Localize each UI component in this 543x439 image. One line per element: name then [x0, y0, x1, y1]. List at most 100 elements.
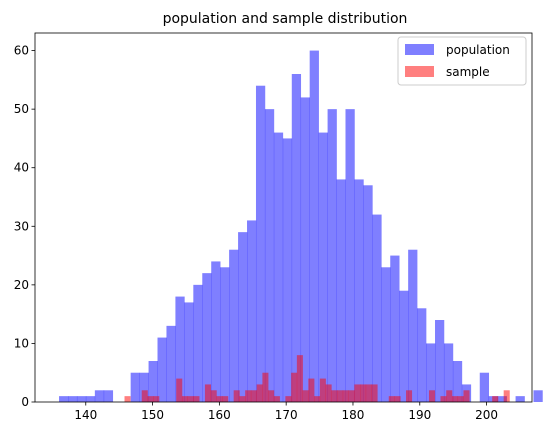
sample-bar: [388, 396, 395, 402]
population-bar: [282, 138, 293, 402]
population-bar: [417, 308, 427, 402]
population-bar: [372, 214, 382, 402]
population-bar: [220, 267, 230, 402]
population-bar: [85, 396, 96, 402]
population-bar: [94, 390, 105, 402]
sample-bar: [124, 396, 131, 402]
y-tick-label: 20: [14, 278, 29, 292]
population-bar: [247, 220, 257, 402]
population-bar: [229, 249, 239, 402]
sample-bar: [250, 390, 257, 402]
sample-bar: [233, 390, 240, 402]
sample-bar: [463, 390, 470, 402]
y-tick-label: 10: [14, 336, 29, 350]
sample-bar: [342, 390, 349, 402]
sample-bar: [245, 390, 252, 402]
sample-bar: [446, 390, 453, 402]
sample-bar: [492, 396, 499, 402]
sample-bar: [296, 355, 303, 402]
bars-layer: [59, 50, 543, 403]
sample-bar: [348, 390, 355, 402]
population-bar: [211, 261, 221, 402]
sample-bar: [204, 384, 211, 402]
sample-bar: [176, 378, 183, 402]
x-tick-label: 200: [475, 408, 498, 422]
sample-bar: [451, 396, 459, 402]
population-legend-label: population: [446, 43, 510, 57]
sample-bar: [268, 390, 275, 402]
population-bar: [363, 185, 373, 402]
population-bar: [193, 284, 203, 402]
population-bar: [139, 372, 149, 402]
population-bar: [452, 361, 463, 402]
population-bar: [479, 372, 490, 402]
sample-bar: [302, 390, 309, 402]
population-bar: [291, 74, 302, 402]
sample-bar: [181, 396, 189, 402]
sample-bar: [308, 378, 315, 402]
population-series: [59, 50, 543, 403]
sample-bar: [331, 390, 338, 402]
population-bar: [264, 109, 275, 403]
sample-bar: [314, 396, 321, 402]
sample-bar: [222, 396, 229, 402]
x-tick-label: 150: [141, 408, 164, 422]
sample-bar: [457, 396, 464, 402]
sample-bar: [141, 390, 148, 402]
population-bar: [399, 290, 409, 402]
sample-bar: [256, 384, 263, 402]
sample-legend-label: sample: [446, 65, 490, 79]
population-bar: [67, 396, 78, 402]
legend: population sample: [397, 36, 527, 86]
population-bar: [381, 267, 391, 402]
sample-bar: [193, 396, 200, 402]
sample-bar: [291, 372, 298, 402]
sample-bar: [428, 390, 436, 402]
population-bar: [157, 337, 167, 402]
population-bar: [255, 85, 266, 402]
population-bar: [408, 249, 418, 402]
population-bar: [76, 396, 87, 402]
sample-bar: [406, 390, 413, 402]
population-bar: [300, 97, 310, 402]
sample-bar: [239, 396, 246, 402]
sample-bar: [147, 396, 154, 402]
population-bar: [175, 296, 185, 402]
population-bar: [515, 396, 525, 402]
axes-layer: 140 150 160 170 180 190 200 0 10 20 30 40 50 60: [14, 32, 533, 422]
sample-bar: [337, 390, 344, 402]
population-legend-swatch: [405, 44, 434, 55]
population-bar: [184, 302, 194, 402]
population-bar: [533, 390, 543, 402]
sample-bar: [360, 384, 367, 402]
y-tick-label: 0: [21, 395, 29, 409]
y-tick-label: 40: [14, 161, 29, 175]
population-bar: [103, 390, 114, 402]
sample-bar: [503, 390, 510, 402]
population-bar: [345, 109, 355, 403]
population-bar: [130, 372, 140, 402]
sample-bar: [365, 384, 372, 402]
x-tick-label: 190: [408, 408, 431, 422]
sample-bar: [210, 390, 217, 402]
population-bar: [273, 132, 284, 403]
population-bar: [390, 255, 400, 402]
chart-title: population and sample distribution: [163, 11, 408, 27]
population-bar: [435, 320, 445, 402]
population-bar: [59, 396, 69, 402]
sample-bar: [325, 384, 332, 402]
sample-legend-swatch: [405, 66, 434, 77]
x-tick-label: 170: [275, 408, 298, 422]
sample-bar: [354, 384, 361, 402]
sample-bar: [319, 378, 326, 402]
population-bar: [202, 273, 212, 402]
population-bar: [327, 109, 337, 403]
sample-series: [124, 355, 510, 402]
x-tick-label: 160: [208, 408, 231, 422]
population-bar: [148, 361, 158, 402]
population-bar: [309, 50, 319, 402]
sample-bar: [371, 384, 378, 402]
sample-bar: [394, 396, 401, 402]
